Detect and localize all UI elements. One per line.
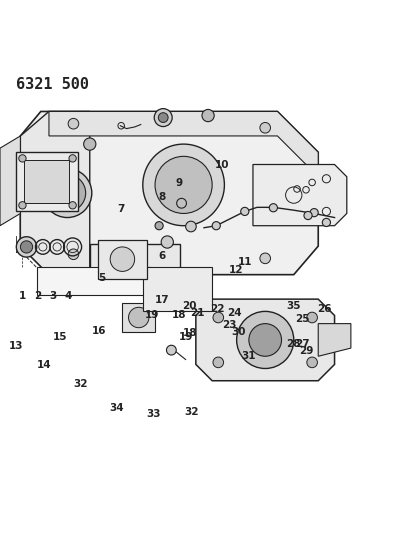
Text: 18: 18 (182, 328, 197, 338)
Circle shape (43, 168, 92, 217)
Text: 26: 26 (317, 303, 332, 313)
Text: 34: 34 (109, 403, 124, 414)
Text: 19: 19 (178, 332, 193, 342)
Circle shape (155, 222, 163, 230)
Text: 27: 27 (295, 339, 310, 349)
Text: 13: 13 (9, 341, 24, 351)
Circle shape (166, 345, 176, 355)
Text: 19: 19 (144, 310, 159, 320)
Circle shape (260, 253, 271, 264)
Polygon shape (20, 111, 318, 274)
Text: 18: 18 (172, 310, 187, 320)
Text: 31: 31 (241, 351, 255, 361)
Circle shape (155, 156, 212, 213)
Circle shape (213, 357, 224, 368)
Circle shape (310, 208, 318, 217)
Circle shape (307, 357, 317, 368)
Circle shape (19, 155, 26, 162)
Circle shape (129, 308, 149, 328)
Text: 2: 2 (34, 291, 41, 301)
Text: 16: 16 (91, 326, 106, 336)
Circle shape (69, 201, 76, 209)
Circle shape (213, 312, 224, 323)
Circle shape (202, 109, 214, 122)
Text: 11: 11 (237, 257, 252, 268)
Text: 24: 24 (227, 308, 242, 318)
Text: 22: 22 (210, 303, 224, 313)
Text: 33: 33 (146, 409, 161, 419)
Text: 23: 23 (222, 320, 237, 330)
Text: 20: 20 (182, 301, 196, 311)
Text: 17: 17 (155, 295, 170, 305)
Circle shape (16, 237, 37, 257)
Circle shape (186, 221, 196, 232)
Text: 9: 9 (176, 178, 183, 188)
Bar (24, 160, 69, 203)
Text: 4: 4 (65, 291, 72, 301)
Circle shape (212, 222, 220, 230)
Circle shape (161, 236, 173, 248)
Polygon shape (20, 111, 90, 274)
Circle shape (143, 144, 224, 225)
Circle shape (19, 201, 26, 209)
Text: 5: 5 (98, 273, 106, 283)
Text: 1: 1 (18, 291, 26, 301)
Circle shape (122, 254, 139, 271)
Text: 32: 32 (184, 407, 199, 417)
Circle shape (307, 312, 317, 323)
Circle shape (269, 204, 277, 212)
Circle shape (241, 207, 249, 215)
Text: 10: 10 (215, 160, 230, 171)
Text: 15: 15 (53, 332, 68, 342)
Circle shape (322, 219, 330, 227)
Polygon shape (49, 111, 318, 177)
Circle shape (249, 324, 282, 356)
Text: 29: 29 (299, 345, 313, 356)
Polygon shape (318, 324, 351, 356)
Text: 28: 28 (286, 339, 301, 349)
Text: 25: 25 (295, 314, 309, 324)
Polygon shape (37, 266, 151, 295)
Circle shape (68, 118, 79, 129)
Circle shape (158, 112, 168, 123)
Text: 7: 7 (117, 204, 124, 214)
Circle shape (69, 155, 76, 162)
Text: 35: 35 (286, 301, 301, 311)
Polygon shape (196, 299, 335, 381)
Text: 21: 21 (190, 308, 204, 318)
Circle shape (84, 138, 96, 150)
Text: 32: 32 (73, 379, 88, 389)
Circle shape (154, 109, 172, 126)
Circle shape (110, 247, 135, 271)
Circle shape (304, 212, 312, 220)
Polygon shape (122, 303, 155, 332)
Polygon shape (16, 152, 78, 212)
Text: 12: 12 (228, 265, 243, 275)
Circle shape (68, 249, 79, 260)
Circle shape (20, 241, 33, 253)
Polygon shape (0, 136, 20, 225)
Text: 6: 6 (159, 251, 166, 261)
Polygon shape (143, 266, 212, 311)
Polygon shape (253, 165, 347, 225)
Text: 3: 3 (49, 291, 57, 301)
Circle shape (116, 248, 145, 277)
Circle shape (260, 123, 271, 133)
Circle shape (237, 311, 294, 368)
Text: 14: 14 (37, 360, 51, 370)
Text: 8: 8 (159, 192, 166, 202)
Text: 30: 30 (231, 327, 246, 337)
Circle shape (49, 175, 86, 212)
Polygon shape (90, 244, 180, 281)
Polygon shape (98, 240, 147, 279)
Text: 6321 500: 6321 500 (16, 77, 89, 92)
